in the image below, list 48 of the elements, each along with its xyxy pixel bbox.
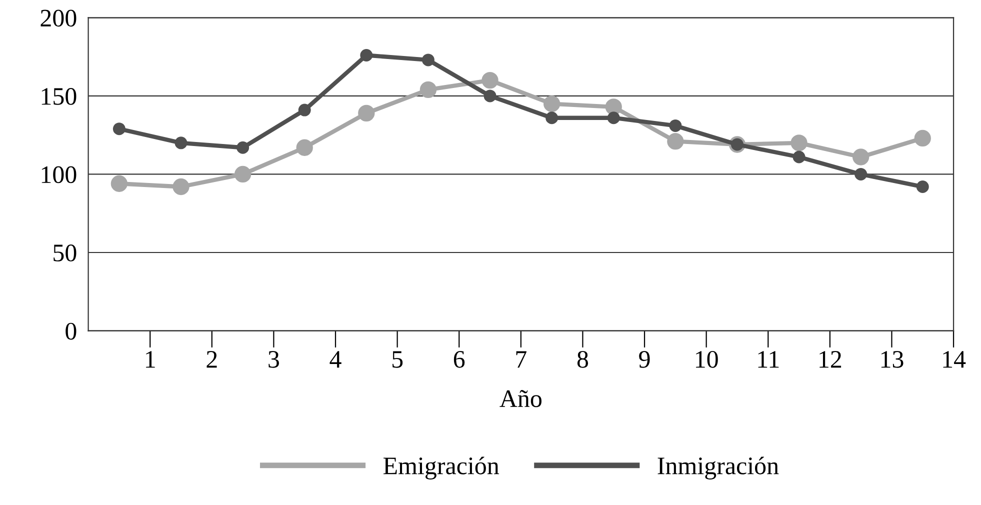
x-tick-label: 10 — [696, 350, 718, 368]
point — [792, 150, 806, 164]
y-tick-label: 50 — [54, 244, 76, 262]
x-tick-label: 4 — [330, 351, 342, 368]
x-tick-label: 14 — [943, 351, 966, 368]
x-tick-label: 3 — [268, 351, 279, 368]
x-tick-label: 11 — [758, 351, 779, 368]
x-tick-label: 9 — [639, 351, 650, 368]
point — [296, 139, 313, 156]
x-tick-label: 8 — [577, 350, 588, 368]
point — [482, 72, 498, 89]
x-tick-label: 12 — [820, 351, 842, 368]
point — [607, 112, 620, 124]
point — [546, 112, 558, 124]
point — [605, 98, 622, 116]
point — [420, 81, 437, 98]
y-tick-label: 100 — [42, 166, 76, 184]
point — [667, 133, 684, 150]
point — [484, 90, 496, 102]
x-tick-label: 13 — [881, 351, 904, 368]
point — [543, 95, 560, 112]
point — [298, 104, 311, 116]
x-tick-label: 6 — [454, 351, 465, 368]
y-tick-label: 150 — [42, 88, 76, 105]
point — [852, 148, 870, 166]
x-tick-label: 5 — [392, 351, 403, 368]
point — [358, 104, 375, 122]
x-tick-label: 1 — [146, 351, 155, 368]
point — [234, 166, 252, 183]
point — [172, 178, 190, 196]
y-tick-label: 200 — [40, 10, 76, 27]
point — [669, 119, 682, 132]
x-axis-title: Año — [500, 390, 542, 408]
point — [916, 180, 929, 193]
legend-label: Emigración — [383, 456, 500, 480]
point — [360, 48, 373, 62]
legend-label: Inmigración — [658, 456, 779, 480]
point — [112, 122, 126, 136]
point — [854, 168, 868, 180]
point — [422, 54, 434, 66]
point — [174, 136, 188, 150]
y-tick-label: 0 — [66, 322, 76, 340]
point — [790, 134, 808, 152]
point — [110, 175, 128, 192]
x-tick-label: 7 — [516, 351, 526, 368]
x-tick-label: 2 — [206, 351, 217, 368]
point — [236, 141, 250, 154]
point — [914, 130, 931, 147]
